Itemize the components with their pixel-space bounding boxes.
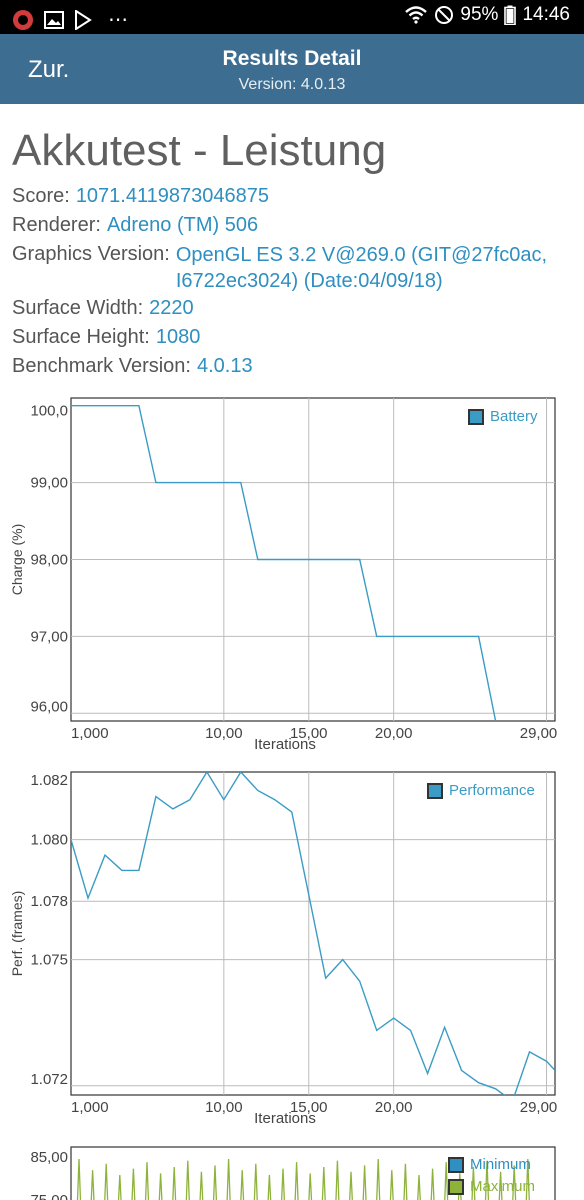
performance-plot-area bbox=[70, 771, 556, 1096]
maximum-legend-label: Maximum bbox=[470, 1178, 536, 1195]
renderer-label: Renderer: bbox=[12, 214, 101, 236]
performance-x-tick-label: 10,00 bbox=[205, 1099, 243, 1116]
play-store-icon bbox=[75, 9, 92, 30]
benchmark-version-label: Benchmark Version: bbox=[12, 355, 191, 377]
surface-height-row: Surface Height: 1080 bbox=[12, 323, 582, 352]
wifi-icon bbox=[405, 6, 428, 24]
battery-x-tick-label: 10,00 bbox=[205, 725, 243, 742]
min-max-chart: 85,00 75,00 Minimum Maximum bbox=[0, 1140, 584, 1200]
maximum-legend: Maximum bbox=[448, 1178, 535, 1195]
surface-width-value: 2220 bbox=[149, 297, 194, 319]
battery-chart-svg: 1,000 10,00 15,00 20,00 29,00 100,0 99,00 98,00… bbox=[9, 397, 558, 753]
battery-legend: Battery bbox=[468, 408, 538, 425]
battery-y-tick-label: 100,0 bbox=[30, 403, 68, 420]
surface-height-value: 1080 bbox=[155, 326, 201, 348]
performance-y-tick-label: 1.078 bbox=[30, 893, 68, 910]
surface-height-label: Surface Height: bbox=[12, 326, 150, 348]
graphics-version-row: Graphics Version: OpenGL ES 3.2 V@269.0 … bbox=[12, 240, 582, 294]
performance-x-axis-label: Iterations bbox=[254, 1110, 316, 1127]
min-max-y-tick-label: 85,00 bbox=[30, 1149, 68, 1166]
performance-x-tick-label: 20,00 bbox=[375, 1099, 413, 1116]
surface-width-row: Surface Width: 2220 bbox=[12, 294, 582, 323]
performance-series-line bbox=[71, 772, 555, 1095]
performance-x-tick-label: 1,000 bbox=[71, 1099, 109, 1116]
battery-percent: 95% bbox=[460, 4, 499, 25]
screen-title: Results Detail bbox=[222, 47, 362, 70]
clock: 14:46 bbox=[522, 4, 570, 25]
score-value: 1071.4119873046875 bbox=[75, 185, 269, 207]
back-button[interactable]: Zur. bbox=[28, 56, 70, 83]
min-max-y-tick-label: 75,00 bbox=[30, 1192, 68, 1200]
performance-chart: 1,000 10,00 15,00 20,00 29,00 1.082 1.080 1.078… bbox=[0, 762, 584, 1134]
results-content: Akkutest - Leistung Score: 1071.41198730… bbox=[12, 104, 582, 381]
graphics-version-label: Graphics Version: bbox=[12, 243, 170, 265]
performance-x-tick-label: 15,00 bbox=[290, 1099, 328, 1116]
maximum-series-line bbox=[76, 1158, 530, 1200]
score-row: Score: 1071.4119873046875 bbox=[12, 182, 582, 211]
battery-x-tick-label: 15,00 bbox=[290, 725, 328, 742]
test-title: Akkutest - Leistung bbox=[12, 126, 387, 175]
performance-y-tick-label: 1.080 bbox=[30, 832, 68, 849]
battery-y-tick-label: 96,00 bbox=[30, 698, 68, 715]
battery-series-line bbox=[71, 404, 497, 721]
performance-chart-svg: 1,000 10,00 15,00 20,00 29,00 1.082 1.080 1.078… bbox=[9, 771, 558, 1127]
benchmark-version-value: 4.0.13 bbox=[196, 355, 253, 377]
graphics-version-value: OpenGL ES 3.2 V@269.0 (GIT@27fc0ac, I672… bbox=[175, 244, 548, 292]
min-max-chart-svg: 85,00 75,00 bbox=[30, 1146, 556, 1200]
surface-width-label: Surface Width: bbox=[12, 297, 144, 319]
status-bar: ⋯ 95% 14:46 bbox=[0, 0, 584, 34]
battery-y-axis-label: Charge (%) bbox=[9, 524, 25, 596]
performance-legend-label: Performance bbox=[449, 782, 535, 799]
battery-x-tick-label: 1,000 bbox=[71, 725, 109, 742]
maximum-legend-swatch bbox=[448, 1178, 464, 1195]
gallery-icon bbox=[44, 10, 64, 29]
performance-legend: Performance bbox=[427, 782, 535, 799]
performance-y-tick-label: 1.082 bbox=[30, 772, 68, 789]
app-bar: Zur. Results Detail Version: 4.0.13 bbox=[0, 34, 584, 104]
performance-y-tick-label: 1.075 bbox=[30, 952, 68, 969]
version-subtitle: Version: 4.0.13 bbox=[238, 76, 346, 93]
renderer-value: Adreno (TM) 506 bbox=[106, 214, 259, 236]
battery-legend-swatch bbox=[468, 408, 484, 425]
benchmark-version-row: Benchmark Version: 4.0.13 bbox=[12, 352, 582, 381]
battery-y-tick-label: 98,00 bbox=[30, 552, 68, 569]
notification-icons: ⋯ bbox=[12, 7, 129, 32]
battery-y-tick-label: 99,00 bbox=[30, 475, 68, 492]
battery-x-axis-label: Iterations bbox=[254, 736, 316, 753]
score-label: Score: bbox=[12, 185, 70, 207]
minimum-legend: Minimum bbox=[448, 1156, 531, 1173]
renderer-row: Renderer: Adreno (TM) 506 bbox=[12, 211, 582, 240]
performance-x-tick-label: 29,00 bbox=[520, 1099, 558, 1116]
performance-y-tick-label: 1.072 bbox=[30, 1071, 68, 1088]
do-not-disturb-icon bbox=[435, 6, 454, 24]
performance-legend-swatch bbox=[427, 782, 443, 799]
battery-y-tick-label: 97,00 bbox=[30, 628, 68, 645]
battery-icon bbox=[504, 5, 517, 25]
minimum-legend-label: Minimum bbox=[470, 1156, 531, 1173]
battery-x-tick-label: 29,00 bbox=[520, 725, 558, 742]
more-icon: ⋯ bbox=[108, 9, 129, 31]
vivaldi-icon bbox=[13, 9, 33, 30]
minimum-legend-swatch bbox=[448, 1156, 464, 1173]
battery-legend-label: Battery bbox=[490, 408, 538, 425]
battery-chart: 1,000 10,00 15,00 20,00 29,00 100,0 99,00 98,00… bbox=[0, 392, 584, 760]
performance-y-axis-label: Perf. (frames) bbox=[9, 891, 25, 977]
battery-x-tick-label: 20,00 bbox=[375, 725, 413, 742]
